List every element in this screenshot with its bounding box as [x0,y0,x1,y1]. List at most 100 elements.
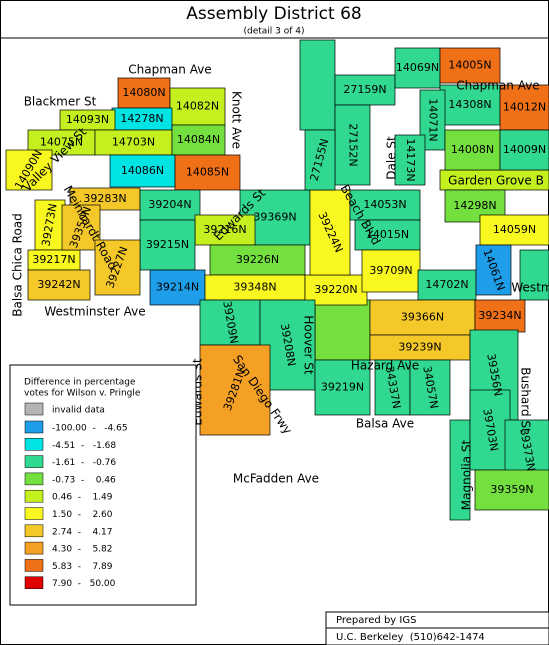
legend-swatch [24,576,44,589]
legend-label: 0.46 - 1.49 [52,493,113,503]
precinct [34,199,66,251]
precinct-label: 14075N [40,136,83,149]
precinct-label: 14015N [366,228,409,241]
precinct-label: 14082N [176,100,219,113]
precinct [109,154,176,188]
credit: U.C. Berkeley (510)642-1474 [336,632,485,643]
legend-label: -100.00 - -4.65 [52,424,128,434]
street-label: Balsa Ave [356,417,414,431]
street-label: McFadden Ave [233,472,319,486]
district-area [519,249,549,301]
precinct-label: 14703N [112,136,155,149]
precinct-label: 39220N [314,283,357,296]
precinct-label: 14008N [451,143,494,156]
precinct [139,189,201,221]
precinct-label: 39214N [156,281,199,294]
precinct [174,154,241,191]
precinct [199,344,271,436]
precinct-label: 39219N [321,381,364,394]
precinct [61,204,101,251]
precinct-label: 27152N [347,123,360,166]
precinct-label: 14173N [404,138,417,181]
district-area [299,39,336,131]
precinct [354,219,421,251]
precinct [309,189,351,276]
precinct-label: 27159N [343,83,386,96]
precinct [394,134,426,186]
precinct [349,189,421,221]
precinct [304,129,336,191]
legend-label: 1.50 - 2.60 [52,510,113,520]
precinct [117,77,171,109]
precinct-label: 39239N [398,341,441,354]
precinct [409,359,451,416]
precinct-label: 39366N [401,311,444,324]
precinct-label: 39226N [236,253,279,266]
street-label: Magnolia St [460,439,474,510]
precinct-label: 14012N [503,101,546,114]
precinct [94,239,141,296]
precinct-label: 14059N [493,223,536,236]
precinct-label: 14298N [453,199,496,212]
subtitle: (detail 3 of 4) [243,27,304,37]
legend-label: 5.83 - 7.89 [52,562,113,572]
legend-swatch [24,541,44,555]
legend-label: 4.30 - 5.82 [52,545,113,555]
street-label: Bushard St [519,367,533,433]
credit: Prepared by IGS [336,615,416,626]
legend: invalid data -100.00 - -4.65 -4.51 - -1.68… [24,402,128,589]
precinct [334,104,371,186]
precinct [204,274,306,301]
legend-label: 7.90 - 50.00 [52,579,116,589]
legend-label: -1.61 - -0.76 [52,458,116,468]
legend-label: -0.73 - 0.46 [52,475,116,485]
street-label: Hoover St [302,315,316,375]
precinct [374,359,411,416]
precinct [334,74,396,106]
precinct [475,244,512,296]
precinct-label: 39709N [369,264,412,277]
precinct-label: 39242N [37,278,80,291]
legend-swatch [24,507,44,520]
street-label: Balsa Chica Road [11,213,25,317]
legend-label: -4.51 - -1.68 [52,441,116,451]
precinct [474,469,549,511]
precinct [474,299,526,333]
district-area [314,299,371,361]
legend-label: 2.74 - 4.17 [52,527,113,537]
street-label: Dale St [385,136,399,180]
precinct-label: 14005N [448,59,491,72]
precinct-label: 14009N [503,143,546,156]
precinct-label: 14080N [122,86,165,99]
precinct-label: 39216N [203,223,246,236]
precinct [314,359,371,416]
title: Assembly District 68 [186,4,361,24]
precinct [361,249,421,293]
precinct [369,299,476,336]
precinct-label: 14053N [363,198,406,211]
precinct-label: 14069N [396,61,439,74]
street-label: Knott Ave [230,91,244,149]
precinct [394,47,441,89]
legend-title: votes for Wilson v. Pringle [24,389,141,399]
precinct-label: 14071N [427,98,440,141]
precinct [499,84,549,131]
street-label: Westm [511,281,549,295]
precinct [149,269,206,306]
legend-swatch [24,559,44,572]
precinct [479,214,549,246]
precinct [499,129,549,171]
precinct-label: 14093N [66,113,109,126]
street-label: Westminster Ave [44,305,145,319]
legend-title: Difference in percentage [24,378,136,388]
precinct [209,244,306,276]
legend-swatch [24,455,44,468]
precinct [27,269,91,301]
precinct [169,87,226,126]
precinct-label: 39217N [32,253,75,266]
precinct-label: 14086N [121,164,164,177]
precinct-label: 14085N [186,166,229,179]
street-label: Chapman Ave [456,79,539,93]
precinct-label: 39283N [83,192,126,205]
precinct [369,334,471,361]
